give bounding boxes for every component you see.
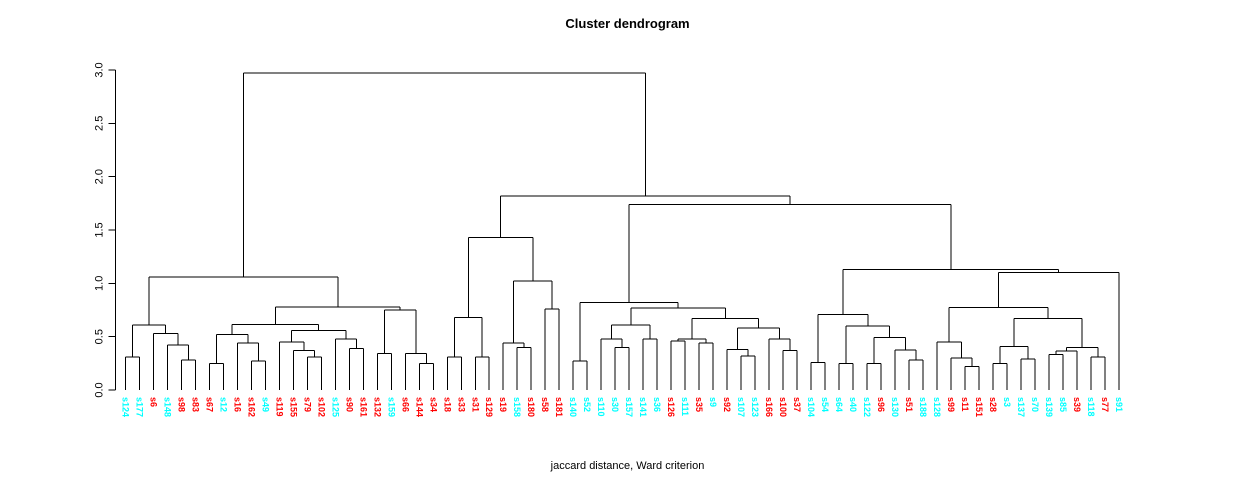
leaf-label: s39 [1072, 397, 1082, 412]
leaf-label: s162 [246, 397, 256, 417]
leaf-label: s126 [666, 397, 676, 417]
x-axis-label: jaccard distance, Ward criterion [550, 460, 705, 472]
leaf-label: s35 [694, 397, 704, 412]
leaf-label: s161 [358, 397, 368, 417]
leaf-label: s6 [148, 397, 158, 407]
leaf-label: s40 [848, 397, 858, 412]
leaf-label: s177 [134, 397, 144, 417]
leaf-label: s92 [722, 397, 732, 412]
leaf-label: s141 [638, 397, 648, 417]
leaf-label: s54 [820, 397, 830, 412]
leaf-label: s166 [764, 397, 774, 417]
leaf-label: s180 [526, 397, 536, 417]
leaf-label: s132 [372, 397, 382, 417]
leaf-label: s188 [918, 397, 928, 417]
leaf-label: s19 [498, 397, 508, 412]
leaf-label: s144 [414, 397, 424, 417]
leaf-label: s155 [288, 397, 298, 417]
leaf-label: s33 [456, 397, 466, 412]
leaf-label: s67 [204, 397, 214, 412]
y-tick-label: 0.0 [94, 382, 106, 397]
leaf-label: s122 [862, 397, 872, 417]
leaf-label: s58 [540, 397, 550, 412]
leaf-label: s96 [876, 397, 886, 412]
leaf-label: s70 [1030, 397, 1040, 412]
leaf-label: s49 [260, 397, 270, 412]
leaf-label: s129 [484, 397, 494, 417]
leaf-label: s37 [792, 397, 802, 412]
leaf-label: s98 [176, 397, 186, 412]
leaf-label: s118 [1086, 397, 1096, 417]
leaf-label: s158 [512, 397, 522, 417]
leaf-label: s148 [162, 397, 172, 417]
chart-title: Cluster dendrogram [565, 16, 690, 31]
leaf-label: s100 [778, 397, 788, 417]
leaf-label: s66 [400, 397, 410, 412]
leaf-label: s52 [582, 397, 592, 412]
leaf-label: s9 [708, 397, 718, 407]
leaf-label: s28 [988, 397, 998, 412]
leaf-label: s139 [1044, 397, 1054, 417]
leaf-label: s18 [442, 397, 452, 412]
y-tick-label: 2.5 [94, 116, 106, 131]
leaf-label: s140 [568, 397, 578, 417]
leaf-label: s151 [974, 397, 984, 417]
leaf-label: s11 [960, 397, 970, 412]
leaf-label: s77 [1100, 397, 1110, 412]
leaf-label: s12 [218, 397, 228, 412]
leaf-label: s137 [1016, 397, 1026, 417]
leaf-label: s104 [806, 397, 816, 417]
leaf-label: s99 [946, 397, 956, 412]
leaf-label: s31 [470, 397, 480, 412]
leaf-label: s51 [904, 397, 914, 412]
leaf-label: s125 [330, 397, 340, 417]
leaf-label: s91 [1114, 397, 1124, 412]
leaf-label: s90 [344, 397, 354, 412]
leaf-label: s157 [624, 397, 634, 417]
leaf-label: s36 [652, 397, 662, 412]
leaf-label: s3 [1002, 397, 1012, 407]
leaf-label: s119 [274, 397, 284, 417]
leaf-label: s111 [680, 397, 690, 416]
leaf-label: s79 [302, 397, 312, 412]
y-tick-label: 2.0 [94, 169, 106, 184]
y-tick-label: 0.5 [94, 329, 106, 344]
leaf-label: s130 [890, 397, 900, 417]
leaf-label: s30 [610, 397, 620, 412]
leaf-label: s107 [736, 397, 746, 417]
leaf-label: s64 [834, 397, 844, 412]
leaf-label: s110 [596, 397, 606, 417]
y-tick-label: 1.0 [94, 276, 106, 291]
leaf-label: s102 [316, 397, 326, 417]
leaf-label: s124 [121, 397, 131, 417]
leaf-label: s159 [386, 397, 396, 417]
y-tick-label: 1.5 [94, 222, 106, 237]
leaf-label: s128 [932, 397, 942, 417]
leaf-label: s34 [428, 397, 438, 412]
leaf-label: s123 [750, 397, 760, 417]
leaf-label: s16 [232, 397, 242, 412]
leaf-label: s85 [1058, 397, 1068, 412]
leaf-label: s83 [190, 397, 200, 412]
leaf-label: s181 [554, 397, 564, 417]
y-tick-label: 3.0 [94, 62, 106, 77]
